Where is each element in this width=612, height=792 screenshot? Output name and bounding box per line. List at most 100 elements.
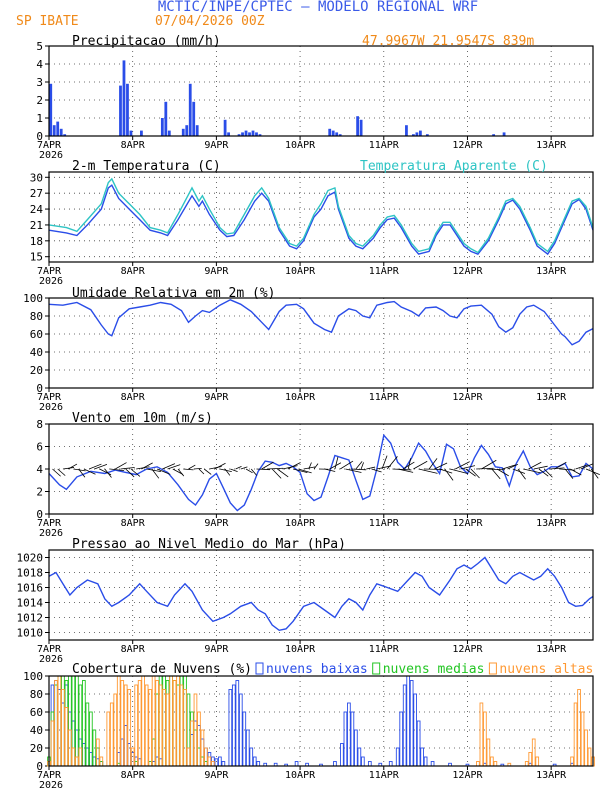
x-tick-label: 9APR bbox=[204, 518, 229, 529]
y-tick-label: 40 bbox=[30, 724, 43, 737]
wind-vector bbox=[491, 468, 501, 480]
wind-vector bbox=[549, 467, 565, 470]
y-tick-label: 20 bbox=[30, 364, 43, 377]
precip-bar bbox=[255, 132, 258, 136]
cloud-bar bbox=[218, 756, 222, 767]
y-tick-label: 40 bbox=[30, 346, 43, 359]
wind-vector bbox=[99, 468, 112, 476]
cloud-bar bbox=[85, 702, 90, 767]
cloud-bar bbox=[256, 761, 261, 767]
precip-bar bbox=[502, 132, 506, 136]
wind-vector bbox=[444, 468, 454, 481]
cloud-bar bbox=[531, 738, 536, 767]
cloud-bar bbox=[479, 702, 484, 767]
y-tick-label: 80 bbox=[30, 688, 43, 701]
cloud-bar bbox=[95, 738, 100, 767]
cloud-bar bbox=[354, 729, 358, 767]
cloud-bar bbox=[183, 689, 187, 767]
wind-vector bbox=[146, 468, 162, 473]
wind-vector bbox=[240, 466, 248, 470]
cloud-bar bbox=[361, 756, 365, 767]
cloud-bar bbox=[399, 711, 404, 767]
x-tick-label: 12APR bbox=[452, 770, 483, 781]
cloud-bar bbox=[249, 747, 254, 767]
wind-vector bbox=[245, 468, 253, 474]
wind-vector bbox=[538, 468, 549, 477]
y-tick-label: 80 bbox=[30, 310, 43, 323]
x-year-label: 2026 bbox=[39, 402, 63, 413]
wind-series-line bbox=[48, 433, 594, 512]
wind-vector bbox=[287, 462, 301, 470]
wind-vector bbox=[83, 468, 96, 475]
cloud-bar bbox=[221, 761, 226, 767]
x-tick-label: 8APR bbox=[121, 644, 146, 655]
pressure-panel: 1010 1012 1014 1016 1018 1020 7APR 8APR 9APR 10AP… bbox=[17, 537, 594, 665]
cloud-bar bbox=[573, 702, 578, 767]
clouds-frame bbox=[48, 675, 594, 767]
wind-vector bbox=[366, 466, 376, 470]
cloud-bar bbox=[409, 680, 414, 767]
precip-title: Precipitacao (mm/h) bbox=[72, 34, 221, 49]
wind-vector bbox=[88, 463, 102, 470]
cloud-bar bbox=[340, 743, 344, 767]
y-tick-label: 0 bbox=[36, 760, 43, 773]
wind-vector bbox=[381, 455, 388, 470]
wind-vector bbox=[345, 468, 362, 473]
cloud-bar bbox=[577, 689, 581, 767]
wind-vector bbox=[313, 463, 319, 470]
x-tick-label: 10APR bbox=[285, 518, 316, 529]
wind-vector bbox=[308, 462, 312, 470]
precip-bar bbox=[119, 85, 122, 136]
wind-vector bbox=[214, 462, 226, 470]
clouds-title: Cobertura de Nuvens (%) bbox=[72, 662, 252, 677]
wind-vector bbox=[334, 456, 339, 470]
cloud-bar bbox=[141, 675, 145, 767]
cloud-bar bbox=[483, 711, 487, 767]
precip-bar bbox=[248, 132, 251, 136]
main-title: MCTIC/INPE/CPTEC — MODELO REGIONAL WRF bbox=[158, 0, 478, 15]
precip-bar bbox=[405, 125, 408, 136]
y-tick-label: 4 bbox=[36, 58, 43, 71]
y-tick-label: 18 bbox=[30, 235, 43, 248]
wind-vector bbox=[282, 465, 298, 470]
legend-swatch bbox=[488, 662, 497, 675]
precip-bar bbox=[331, 130, 335, 136]
cloud-bar bbox=[71, 747, 76, 767]
cloud-bar bbox=[252, 756, 257, 767]
y-tick-label: 4 bbox=[36, 463, 43, 476]
cloud-bar bbox=[402, 684, 407, 767]
y-tick-label: 24 bbox=[30, 203, 44, 216]
x-tick-label: 12APR bbox=[452, 518, 483, 529]
y-tick-label: 8 bbox=[36, 418, 43, 431]
wind-vector bbox=[209, 466, 222, 470]
cloud-bar bbox=[231, 684, 236, 767]
cloud-bar bbox=[580, 711, 585, 767]
x-tick-label: 7APR bbox=[37, 644, 62, 655]
wind-vector bbox=[580, 463, 593, 470]
rh-series-line bbox=[48, 299, 594, 346]
cloud-bar bbox=[165, 693, 170, 767]
wind-vector bbox=[151, 468, 160, 479]
precip-bar bbox=[59, 128, 63, 136]
precip-bar bbox=[129, 130, 133, 136]
cloud-bar bbox=[106, 711, 111, 767]
cloud-bar bbox=[148, 689, 152, 767]
wind-vector bbox=[293, 468, 308, 474]
cloud-bar bbox=[109, 702, 114, 767]
precip-panel: 0 1 2 3 4 5 7APR 8APR 9APR 10APR 11APR 12APR 13APR 20… bbox=[36, 34, 594, 161]
legend-label: nuvens baixas bbox=[266, 662, 368, 677]
x-tick-label: 9APR bbox=[204, 140, 229, 151]
wind-vector bbox=[183, 468, 194, 471]
cloud-bar bbox=[228, 689, 233, 767]
cloud-bar bbox=[82, 680, 86, 767]
cloud-bar bbox=[214, 758, 219, 767]
wind-vector bbox=[575, 464, 588, 470]
precip-bar bbox=[140, 130, 143, 136]
x-tick-label: 8APR bbox=[121, 392, 146, 403]
cloud-bar bbox=[395, 747, 400, 767]
wind-vector bbox=[198, 468, 205, 475]
x-tick-label: 12APR bbox=[452, 266, 483, 277]
y-tick-label: 20 bbox=[30, 742, 43, 755]
wind-vector bbox=[360, 462, 364, 470]
cloud-bar bbox=[535, 756, 540, 767]
